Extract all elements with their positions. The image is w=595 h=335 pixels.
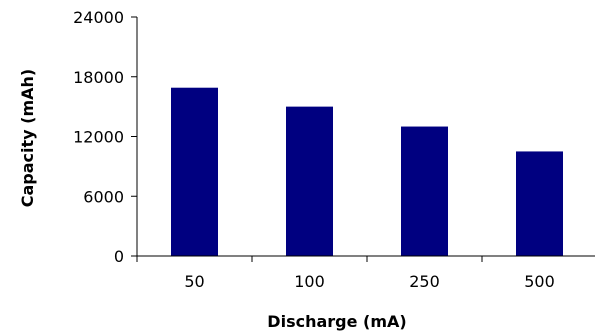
y-axis-title: Capacity (mAh) [18,69,37,207]
x-axis-title: Discharge (mA) [267,312,406,331]
y-tick-label: 6000 [83,187,124,206]
bar-series [171,87,563,257]
x-tick-label: 100 [294,272,325,291]
x-tick-label: 250 [409,272,440,291]
bar [286,106,333,256]
x-tick-label: 50 [184,272,204,291]
bar [401,126,448,257]
y-tick-label: 0 [114,247,124,266]
x-axis-ticks: 50 100 250 500 [136,256,555,291]
x-tick-label: 500 [524,272,555,291]
y-axis-ticks: 0 6000 12000 18000 24000 [73,8,137,266]
y-tick-label: 18000 [73,68,124,87]
y-tick-label: 24000 [73,8,124,27]
bar [516,151,563,256]
bar [171,87,218,257]
y-tick-label: 12000 [73,128,124,147]
